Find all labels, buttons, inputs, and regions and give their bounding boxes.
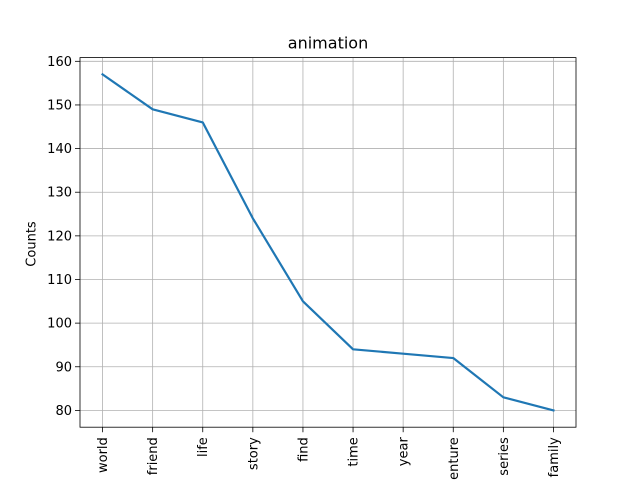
x-tick-label: adventure (447, 437, 462, 480)
x-tick-label: family (547, 437, 562, 477)
x-tick-label: year (397, 437, 412, 467)
y-tick-label: 120 (47, 229, 72, 244)
y-tick-label: 130 (47, 186, 72, 201)
x-tick-label: time (347, 437, 362, 466)
grid-lines (80, 57, 576, 428)
x-tick-label: life (196, 437, 211, 457)
y-tick-label: 100 (47, 317, 72, 332)
series-layer (101, 72, 555, 412)
y-tick-label: 160 (47, 55, 72, 70)
x-tick-label: find (296, 437, 311, 462)
y-axis-label: Counts (25, 221, 40, 267)
x-tick-label: story (246, 437, 261, 470)
y-tick-label: 80 (55, 404, 72, 419)
y-tick-label: 150 (47, 98, 72, 113)
series-line (101, 72, 555, 412)
chart-title: animation (288, 34, 368, 53)
y-tick-label: 110 (47, 273, 72, 288)
y-tick-label: 140 (47, 142, 72, 157)
x-tick-label: world (96, 437, 111, 473)
y-tick-label: 90 (55, 360, 72, 375)
axes: world friend life story find time year adventur… (47, 55, 577, 480)
plot-frame (79, 57, 577, 428)
x-tick-label: friend (146, 437, 161, 475)
x-tick-label: series (497, 437, 512, 476)
